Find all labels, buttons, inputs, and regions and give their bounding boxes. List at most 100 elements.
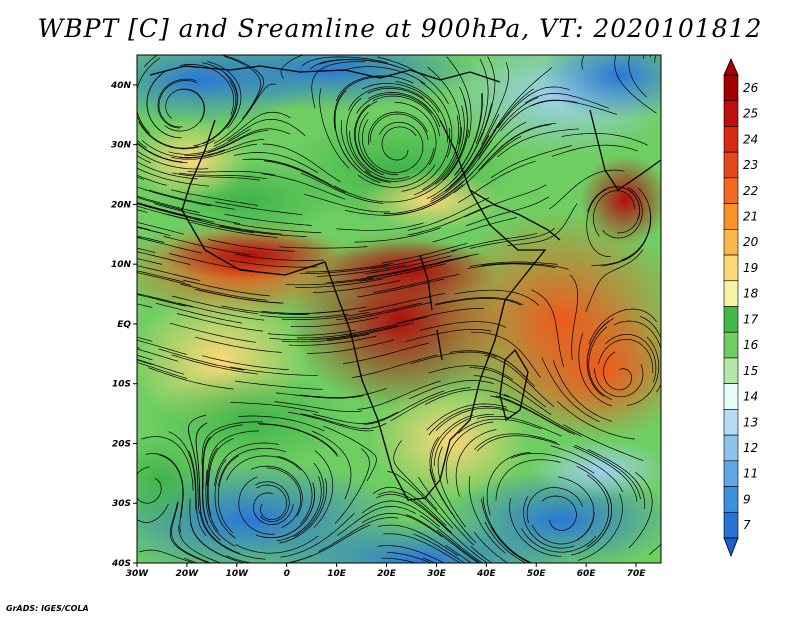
colorbar-swatch: [723, 383, 739, 410]
streamline: [340, 120, 392, 183]
streamline: [556, 400, 635, 440]
streamline: [445, 544, 473, 563]
colorbar: 26 25 24 23 22 21 20 19 18 17 16 15 14 13 12 11 9 7: [723, 58, 759, 558]
streamline: [171, 189, 258, 206]
streamline: [226, 455, 301, 481]
streamline: [649, 55, 651, 58]
colorbar-swatch: [723, 486, 739, 513]
streamline: [138, 549, 195, 563]
streamline: [275, 392, 364, 399]
streamline: [362, 500, 441, 528]
streamline: [137, 348, 179, 362]
streamline: [141, 436, 194, 491]
streamline: [497, 86, 570, 129]
streamline: [137, 176, 145, 180]
streamline: [207, 61, 242, 129]
streamline: [137, 293, 194, 308]
streamline: [276, 475, 322, 542]
streamline: [260, 309, 349, 314]
streamline: [311, 430, 352, 500]
streamline: [183, 279, 270, 297]
streamline: [359, 263, 446, 282]
streamline: [449, 113, 500, 187]
grads-credit: GrADS: IGES/COLA: [6, 604, 89, 613]
streamline: [223, 55, 264, 115]
streamline: [279, 478, 327, 544]
streamline: [455, 429, 497, 497]
lon-tick-label: 10E: [327, 569, 347, 579]
streamline: [349, 130, 410, 180]
streamline: [562, 424, 644, 462]
lon-tick-label: 30W: [126, 569, 150, 579]
streamline: [171, 143, 258, 160]
streamline: [333, 76, 387, 131]
streamline: [481, 62, 509, 145]
streamline: [266, 467, 302, 528]
streamline: [277, 455, 313, 524]
longitude-axis: 30W 20W 10W 0 10E 20E 30E 40E 50E 60E 70E: [126, 563, 646, 579]
streamline: [490, 395, 571, 433]
streamline: [628, 55, 647, 98]
colorbar-label: 26: [743, 81, 759, 95]
coastlines: [149, 65, 661, 501]
streamline: [381, 126, 417, 161]
streamline: [478, 88, 534, 157]
streamline: [144, 55, 158, 68]
streamline: [221, 305, 309, 315]
streamline: [352, 354, 438, 378]
streamline: [214, 459, 236, 539]
colorbar-swatch: [723, 229, 739, 256]
streamline: [397, 308, 484, 324]
streamline: [446, 56, 472, 139]
streamline: [288, 335, 377, 346]
wbpt-shading: [137, 55, 661, 563]
colorbar-label: 14: [743, 390, 758, 404]
streamline: [137, 237, 202, 254]
streamline: [509, 497, 562, 557]
streamline: [422, 115, 460, 191]
streamline: [148, 367, 234, 390]
lon-tick-label: 20E: [377, 569, 397, 579]
lon-tick-label: 20W: [176, 569, 200, 579]
streamline: [156, 303, 242, 324]
streamline: [137, 339, 187, 355]
streamline: [531, 100, 617, 115]
streamline: [230, 402, 318, 413]
streamline: [428, 406, 508, 436]
streamline: [346, 97, 371, 174]
streamline: [137, 226, 164, 235]
lat-tick-label: 10S: [112, 380, 131, 390]
colorbar-swatch: [723, 280, 739, 307]
streamline: [137, 354, 153, 361]
streamline: [137, 362, 188, 379]
streamline: [287, 411, 374, 432]
streamline: [281, 333, 370, 343]
streamline: [137, 57, 161, 134]
colorbar-swatch: [723, 511, 739, 539]
streamline: [419, 321, 507, 331]
streamline: [373, 273, 460, 293]
streamline: [253, 492, 294, 525]
streamline: [588, 308, 657, 345]
streamline: [369, 113, 429, 143]
streamline: [569, 274, 579, 361]
streamline: [137, 161, 198, 180]
streamline: [541, 495, 577, 531]
streamline: [364, 147, 435, 182]
streamline: [357, 164, 436, 188]
streamline: [180, 283, 267, 301]
streamline: [362, 83, 440, 113]
streamline: [474, 433, 558, 450]
streamlines: [137, 55, 661, 563]
streamline: [469, 228, 555, 249]
streamline: [479, 56, 496, 142]
streamline: [165, 88, 205, 123]
streamline: [264, 160, 346, 193]
streamline: [586, 318, 614, 394]
streamline: [234, 152, 318, 174]
streamline: [477, 97, 539, 160]
streamline: [137, 235, 165, 243]
streamline: [171, 354, 258, 375]
streamline: [299, 387, 387, 398]
streamline: [581, 55, 585, 70]
